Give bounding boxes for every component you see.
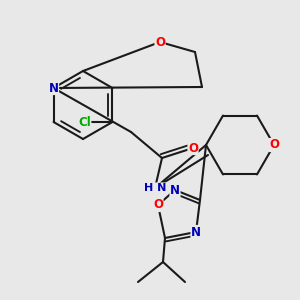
Text: N: N	[49, 82, 58, 94]
Text: Cl: Cl	[78, 116, 91, 128]
Text: N: N	[191, 226, 201, 238]
Text: H N: H N	[144, 183, 166, 193]
Text: N: N	[170, 184, 180, 196]
Text: O: O	[155, 35, 165, 49]
Text: O: O	[153, 199, 163, 212]
Text: O: O	[188, 142, 198, 154]
Text: O: O	[269, 139, 279, 152]
